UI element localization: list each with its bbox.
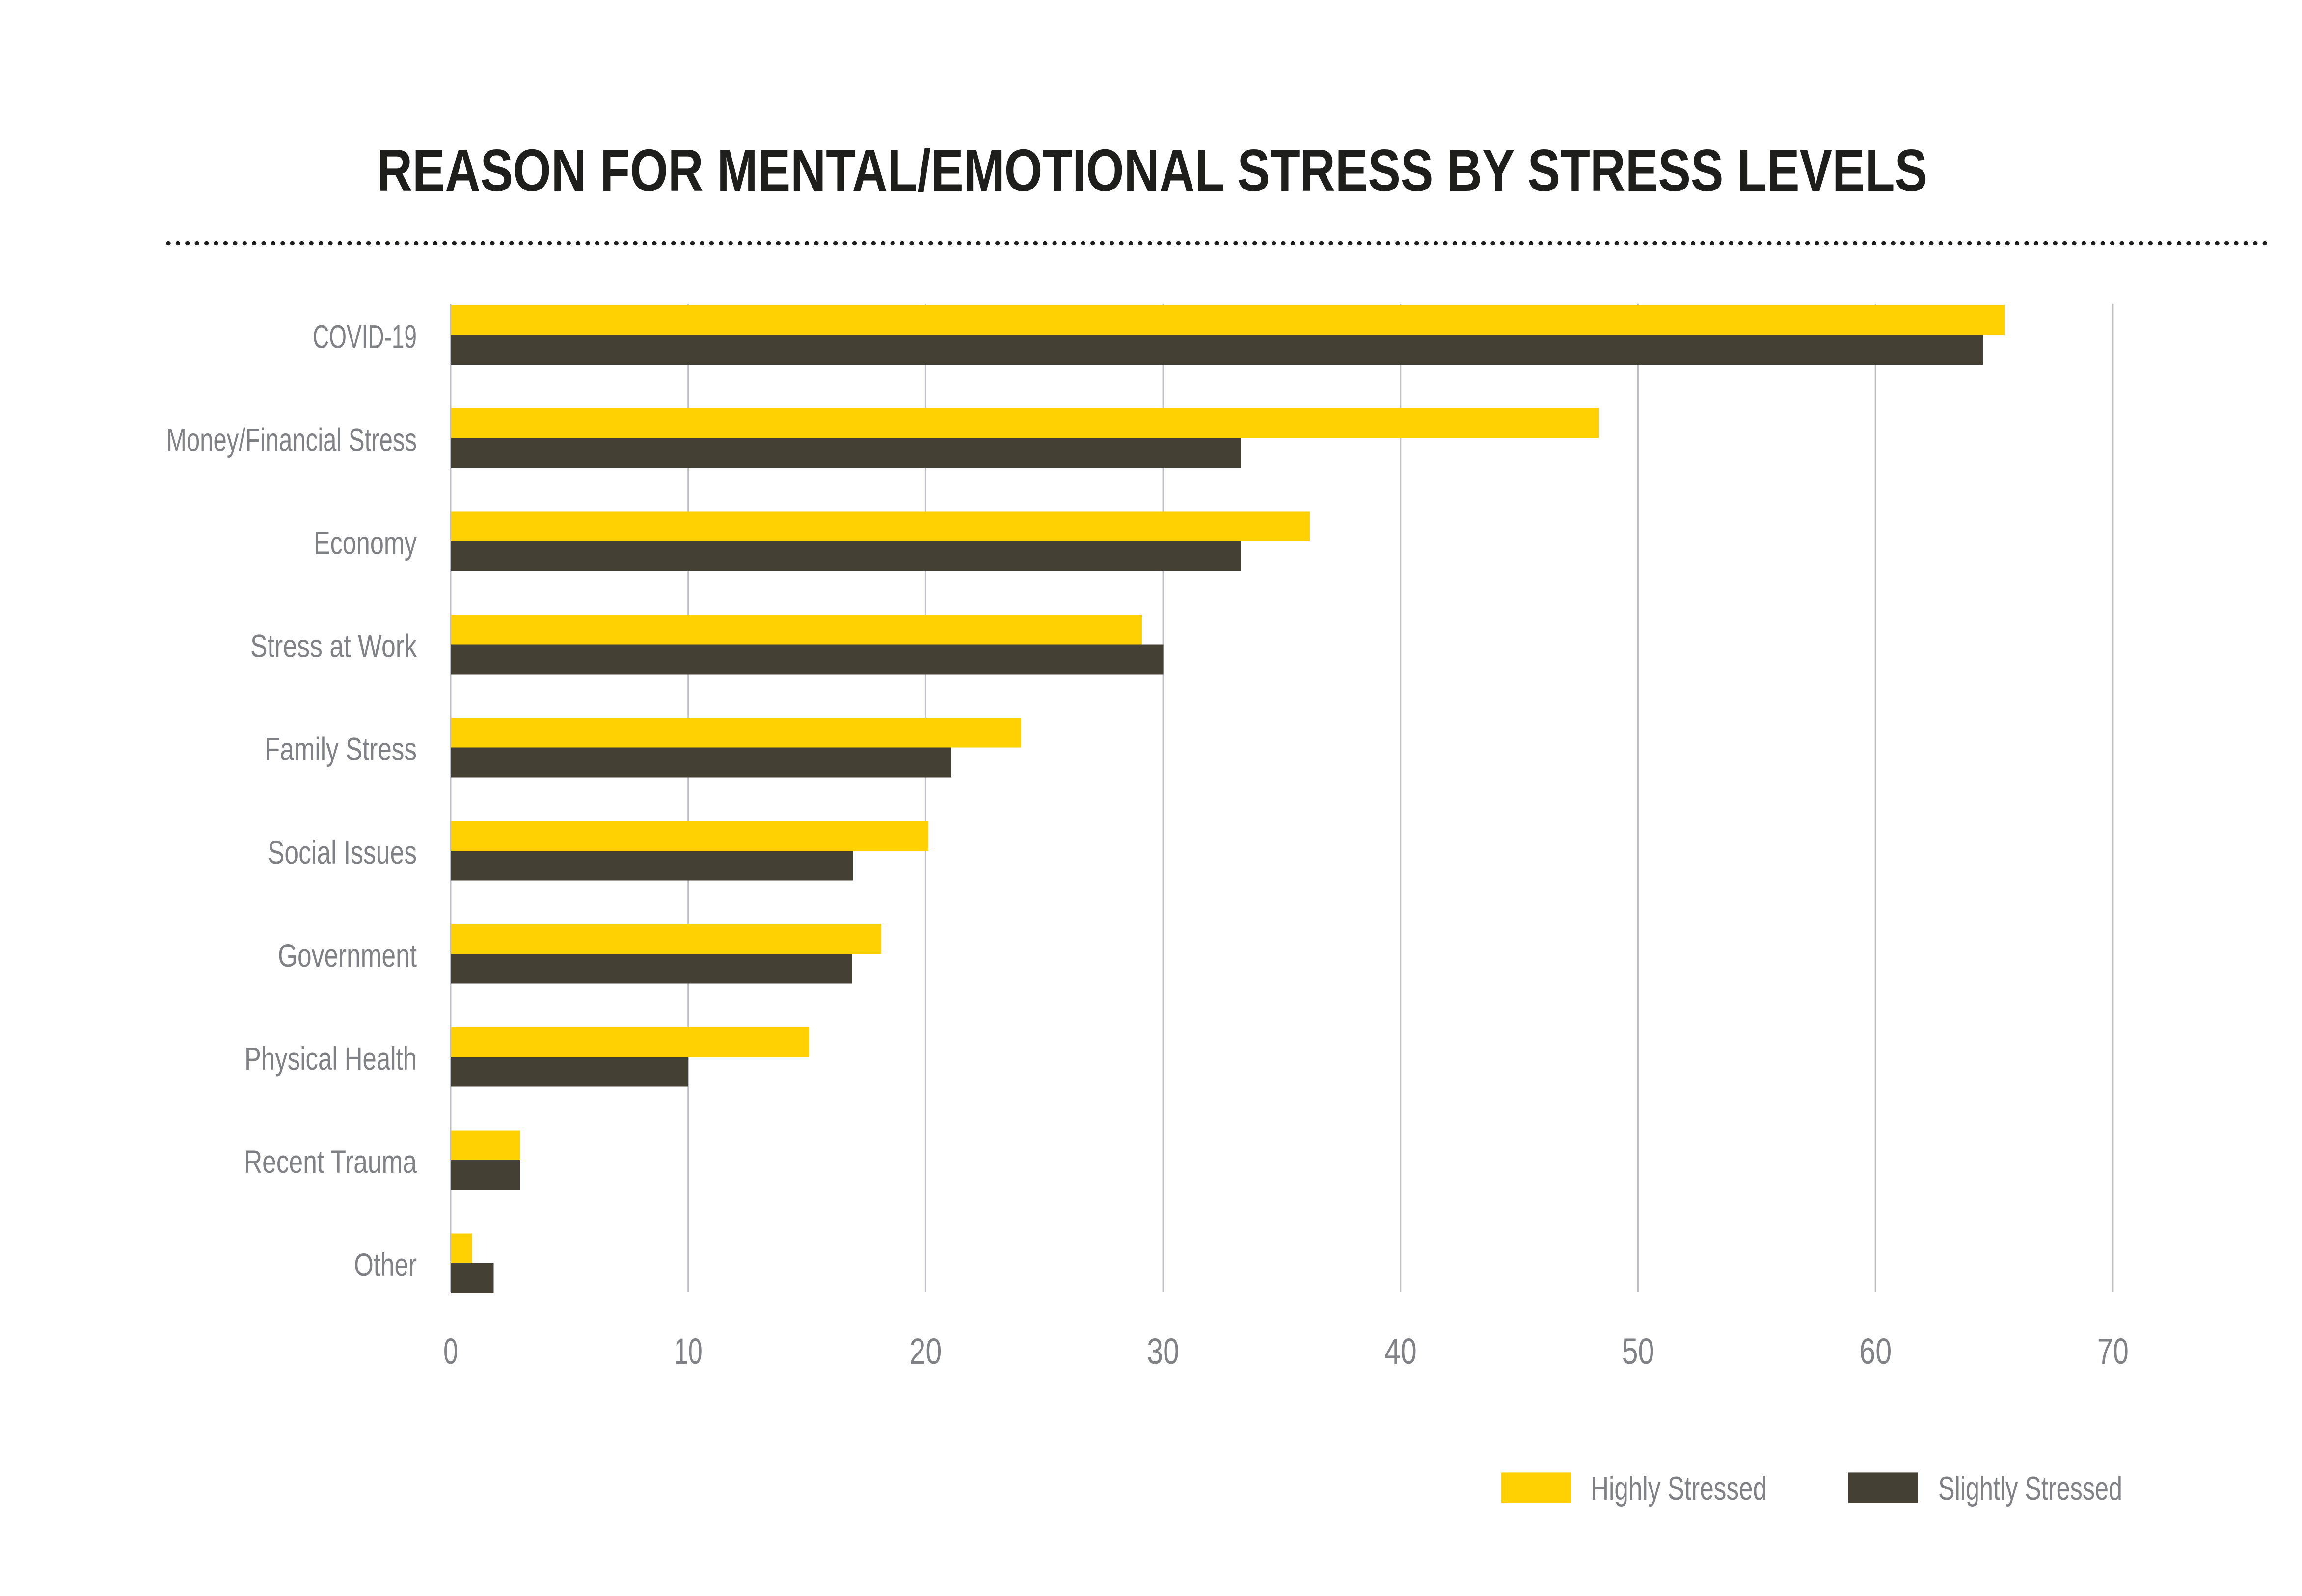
svg-text:Other: Other — [354, 1246, 417, 1283]
svg-text:30: 30 — [1147, 1331, 1179, 1372]
svg-text:Slightly Stressed: Slightly Stressed — [1938, 1470, 2122, 1507]
svg-text:20: 20 — [909, 1331, 942, 1372]
svg-text:60: 60 — [1859, 1331, 1892, 1372]
svg-text:Government: Government — [278, 937, 417, 974]
svg-text:COVID-19: COVID-19 — [313, 318, 417, 354]
svg-text:0: 0 — [443, 1331, 458, 1372]
svg-text:Social Issues: Social Issues — [268, 834, 417, 870]
svg-text:Economy: Economy — [314, 525, 417, 561]
svg-text:50: 50 — [1622, 1331, 1654, 1372]
svg-text:40: 40 — [1384, 1331, 1417, 1372]
svg-text:Family Stress: Family Stress — [265, 731, 417, 767]
svg-text:Stress at Work: Stress at Work — [250, 628, 417, 664]
svg-text:70: 70 — [2097, 1331, 2129, 1372]
svg-text:10: 10 — [674, 1331, 703, 1372]
svg-text:Physical Health: Physical Health — [244, 1040, 417, 1077]
svg-text:Recent Trauma: Recent Trauma — [244, 1143, 417, 1180]
svg-text:Money/Financial Stress: Money/Financial Stress — [166, 421, 417, 458]
svg-text:Highly Stressed: Highly Stressed — [1591, 1470, 1767, 1507]
svg-text:REASON FOR MENTAL/EMOTIONAL ST: REASON FOR MENTAL/EMOTIONAL STRESS BY ST… — [377, 137, 1927, 204]
